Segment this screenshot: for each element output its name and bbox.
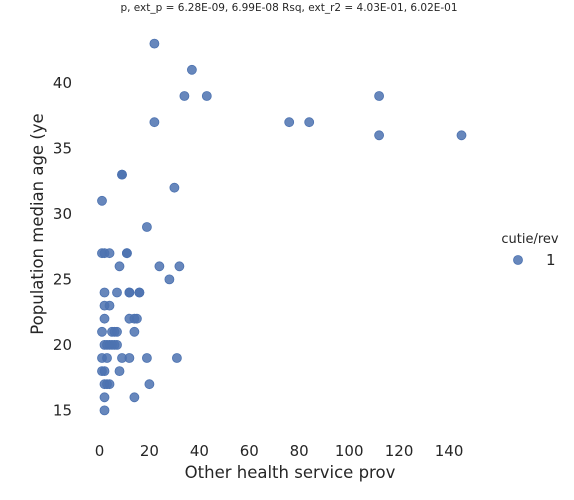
data-point bbox=[374, 91, 385, 101]
data-point bbox=[124, 353, 135, 363]
data-point bbox=[124, 287, 135, 298]
y-tick-label: 40 bbox=[53, 74, 72, 92]
data-point bbox=[129, 392, 140, 403]
data-point bbox=[129, 326, 140, 337]
y-tick-label: 35 bbox=[53, 139, 72, 157]
data-point bbox=[186, 64, 197, 75]
legend-marker bbox=[513, 255, 523, 265]
x-tick-label: 80 bbox=[290, 442, 309, 460]
data-point bbox=[97, 195, 107, 206]
y-axis-ticks: 15 20 25 30 35 40 bbox=[53, 74, 72, 419]
data-point bbox=[149, 38, 160, 49]
x-tick-label: 100 bbox=[335, 442, 364, 460]
x-tick-label: 120 bbox=[385, 442, 414, 460]
legend-title: cutie/rev bbox=[501, 232, 559, 247]
data-point bbox=[164, 274, 175, 285]
data-point bbox=[97, 326, 107, 337]
x-axis-ticks: 0 20 40 60 80 100 120 140 bbox=[95, 442, 464, 460]
x-tick-label: 60 bbox=[240, 442, 259, 460]
data-point bbox=[169, 182, 180, 193]
data-point bbox=[201, 91, 212, 101]
legend: cutie/rev 1 bbox=[501, 232, 559, 269]
data-point bbox=[141, 222, 152, 232]
data-point bbox=[104, 300, 115, 311]
data-point bbox=[174, 261, 185, 272]
data-point bbox=[122, 248, 132, 259]
data-point bbox=[112, 287, 122, 298]
data-point bbox=[149, 117, 160, 128]
data-point bbox=[112, 326, 122, 337]
data-point bbox=[99, 405, 110, 416]
data-point bbox=[99, 287, 110, 298]
data-point bbox=[114, 366, 125, 377]
data-point bbox=[374, 130, 385, 141]
y-tick-label: 20 bbox=[53, 336, 72, 354]
x-tick-label: 20 bbox=[140, 442, 159, 460]
data-point bbox=[131, 313, 142, 324]
data-point bbox=[99, 313, 110, 324]
data-point bbox=[117, 169, 127, 180]
data-point bbox=[284, 117, 295, 128]
data-point bbox=[99, 392, 110, 403]
data-point bbox=[99, 366, 110, 377]
data-point bbox=[171, 353, 182, 363]
y-tick-label: 30 bbox=[53, 205, 72, 223]
x-axis-label: Other health service prov bbox=[185, 463, 396, 482]
x-tick-label: 0 bbox=[95, 442, 105, 460]
data-point bbox=[112, 339, 122, 350]
x-tick-label: 40 bbox=[190, 442, 209, 460]
legend-entry-label: 1 bbox=[546, 251, 556, 269]
data-point bbox=[114, 261, 125, 272]
data-point bbox=[102, 353, 112, 363]
y-tick-label: 15 bbox=[53, 401, 72, 419]
data-point bbox=[304, 117, 315, 128]
data-point bbox=[179, 91, 190, 101]
chart-title: p, ext_p = 6.28E-09, 6.99E-08 Rsq, ext_r… bbox=[120, 2, 457, 14]
y-axis-label: Population median age (ye bbox=[28, 113, 47, 334]
data-point bbox=[154, 261, 165, 272]
data-point bbox=[104, 248, 115, 259]
y-tick-label: 25 bbox=[53, 270, 72, 288]
x-tick-label: 140 bbox=[435, 442, 464, 460]
data-point bbox=[141, 353, 152, 363]
data-point bbox=[456, 130, 467, 141]
data-point bbox=[144, 379, 155, 390]
data-point bbox=[104, 379, 115, 390]
data-points bbox=[97, 38, 467, 416]
data-point bbox=[134, 287, 145, 298]
